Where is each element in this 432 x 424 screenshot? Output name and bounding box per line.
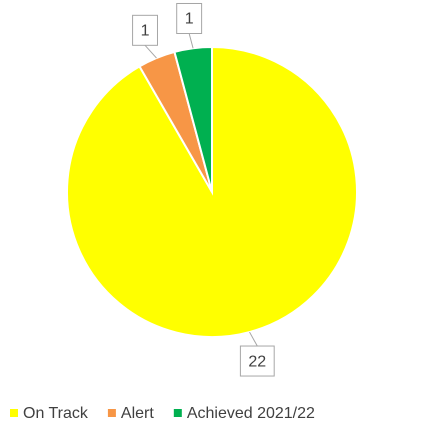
legend-swatch [173,409,182,417]
legend-label: On Track [23,405,89,422]
leader-line [144,44,157,59]
legend-swatch [10,409,18,417]
data-label: 22 [248,353,266,370]
legend-swatch [107,409,116,417]
data-label-box [132,14,158,46]
data-label: 1 [141,23,150,40]
leader-line [188,33,194,49]
data-label-box [176,2,203,34]
legend-label: Achieved 2021/22 [187,405,315,422]
leader-line [249,331,258,347]
data-label-box [239,345,275,377]
data-label: 1 [185,11,194,28]
legend-label: Alert [121,405,154,422]
